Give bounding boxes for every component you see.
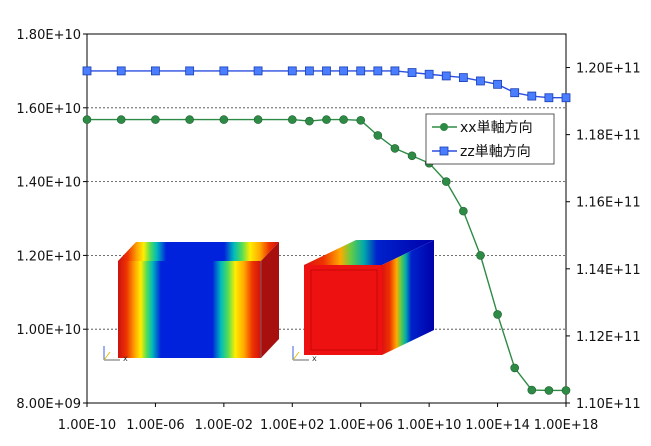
data-point <box>373 66 383 76</box>
x-tick-label: 1.00E+02 <box>260 418 325 433</box>
data-point <box>458 73 468 83</box>
legend-marker-zz <box>439 146 449 156</box>
y-left-tick-label: 1.40E+10 <box>16 176 81 191</box>
y-right-tick-label: 1.18E+11 <box>576 129 641 144</box>
legend-box <box>425 113 555 165</box>
y-left-tick-label: 8.00E+09 <box>16 397 81 412</box>
y-left-tick-label: 1.80E+10 <box>16 28 81 43</box>
y-right-tick-label: 1.10E+11 <box>576 397 641 412</box>
data-point <box>253 66 263 76</box>
data-point <box>441 71 451 81</box>
axis-x-label: x <box>312 354 317 363</box>
y-left-tick-label: 1.20E+10 <box>16 249 81 264</box>
data-point <box>82 66 92 76</box>
data-point <box>151 115 160 124</box>
data-point <box>82 115 92 124</box>
data-point <box>185 66 195 76</box>
data-point <box>390 66 400 76</box>
data-point <box>476 251 485 260</box>
inset-block-zz: x <box>292 240 434 363</box>
block-zz-top <box>304 240 434 265</box>
data-point <box>287 115 297 124</box>
data-point <box>219 115 229 124</box>
data-point <box>493 79 502 89</box>
data-point <box>476 76 485 86</box>
data-point <box>544 93 554 103</box>
legend-label-xx: xx単軸方向 <box>460 120 533 136</box>
y-left-tick-label: 1.60E+10 <box>16 102 81 117</box>
data-point <box>219 66 229 76</box>
data-point <box>339 66 349 76</box>
axis-triad-icon: x <box>103 346 128 363</box>
y-left-tick-label: 1.00E+10 <box>16 323 81 338</box>
legend: xx単軸方向 zz単軸方向 <box>425 113 555 165</box>
legend-label-zz: zz単軸方向 <box>460 144 531 160</box>
x-tick-label: 1.00E+06 <box>328 418 393 433</box>
data-point <box>441 177 451 186</box>
data-point <box>339 115 348 124</box>
data-point <box>322 66 331 76</box>
data-point <box>253 115 263 124</box>
data-point <box>304 66 314 76</box>
data-point <box>424 69 434 79</box>
data-point <box>305 116 314 126</box>
block-zz-side <box>382 240 434 355</box>
block-xx-top <box>118 242 279 261</box>
data-point <box>116 115 126 124</box>
data-point <box>407 151 417 161</box>
data-point <box>510 363 519 373</box>
data-point <box>390 144 400 153</box>
y-right-tick-label: 1.16E+11 <box>576 196 641 211</box>
series-layer <box>82 66 571 395</box>
x-tick-label: 1.00E+14 <box>465 418 530 433</box>
x-tick-label: 1.00E+10 <box>397 418 462 433</box>
plot-frame <box>86 33 567 404</box>
inset-block-xx: x <box>103 242 279 363</box>
x-tick-label: 1.00E-06 <box>126 418 184 433</box>
block-zz-front <box>304 265 382 355</box>
data-point <box>356 66 366 76</box>
data-point <box>459 206 468 216</box>
data-point <box>561 93 571 103</box>
data-point <box>151 66 160 76</box>
legend-marker-xx <box>440 123 448 131</box>
x-tick-label: 1.00E-02 <box>195 418 253 433</box>
y-right-tick-label: 1.12E+11 <box>576 330 641 345</box>
data-point <box>544 386 554 395</box>
block-xx-front <box>118 261 261 358</box>
data-point <box>322 115 331 124</box>
x-tick-label: 1.00E-10 <box>58 418 116 433</box>
data-point <box>116 66 126 76</box>
tick-labels: 8.00E+09 1.00E+10 1.20E+10 1.40E+10 1.60E+10… <box>16 28 640 433</box>
x-tick-label: 1.00E+18 <box>534 418 599 433</box>
data-point <box>527 385 537 395</box>
data-point <box>527 91 537 101</box>
data-point <box>373 131 383 140</box>
data-point <box>407 68 417 77</box>
data-point <box>356 116 366 125</box>
data-point <box>510 88 520 98</box>
data-point <box>561 386 571 395</box>
data-point <box>185 115 194 124</box>
inset-images: x x <box>103 240 434 363</box>
data-point <box>493 310 502 319</box>
axis-x-label: x <box>123 354 128 363</box>
y-right-tick-label: 1.14E+11 <box>576 263 641 278</box>
axis-triad-icon: x <box>292 346 317 363</box>
y-right-tick-label: 1.20E+11 <box>576 62 641 77</box>
data-point <box>287 66 297 76</box>
block-xx-side <box>261 242 279 358</box>
